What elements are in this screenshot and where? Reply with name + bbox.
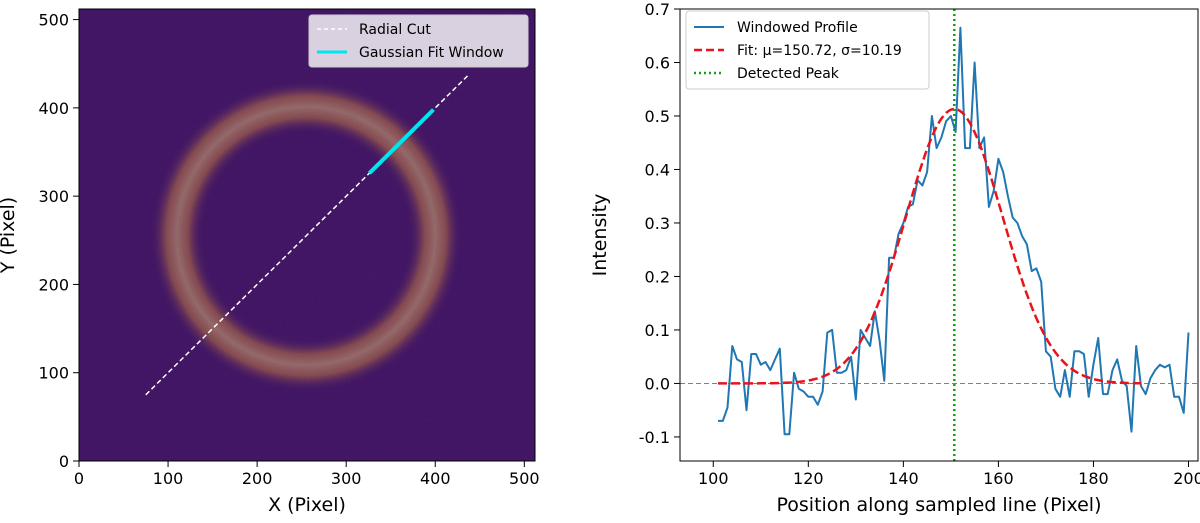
- legend-detected-peak-label: Detected Peak: [737, 66, 840, 82]
- right-x-ticks: 100 120 140 160 180 200: [698, 461, 1200, 488]
- left-y-ticks: 0 100 200 300 400 500: [38, 11, 79, 471]
- left-y-tick-label: 300: [38, 187, 69, 206]
- left-x-tick-label: 200: [242, 469, 273, 488]
- legend-fit-label: Fit: μ=150.72, σ=10.19: [737, 43, 902, 59]
- left-x-tick-label: 400: [420, 469, 451, 488]
- left-y-tick-label: 500: [38, 11, 69, 30]
- right-y-axis-label: Intensity: [589, 194, 611, 277]
- left-x-axis-label: X (Pixel): [268, 494, 346, 516]
- left-y-tick-label: 100: [38, 364, 69, 383]
- left-legend-box: [308, 14, 529, 68]
- right-y-tick-label: 0.2: [645, 267, 670, 286]
- right-y-tick-label: 0.1: [645, 321, 670, 340]
- left-y-tick-label: 400: [38, 99, 69, 118]
- ring-image-panel: 0 100 200 300 400 500 0 100 200 300 400 500 X (Pix…: [0, 8, 540, 516]
- right-y-ticks: -0.1 0.0 0.1 0.2 0.3 0.4 0.5 0.6 0.7: [639, 0, 680, 447]
- gaussian-fit-window-line: [367, 108, 435, 175]
- right-x-tick-label: 140: [888, 469, 919, 488]
- right-axes-frame: [679, 8, 1199, 462]
- right-x-axis-label: Position along sampled line (Pixel): [777, 494, 1102, 516]
- legend-windowed-profile-label: Windowed Profile: [737, 20, 858, 36]
- right-legend: Windowed Profile Fit: μ=150.72, σ=10.19 …: [685, 10, 930, 90]
- left-y-tick-label: 0: [59, 452, 69, 471]
- left-x-tick-label: 500: [509, 469, 540, 488]
- left-y-tick-label: 200: [38, 275, 69, 294]
- ring-image: [79, 9, 535, 461]
- gaussian-fit-curve: [718, 107, 1142, 385]
- left-legend: Radial Cut Gaussian Fit Window: [308, 14, 529, 68]
- right-x-tick-label: 160: [983, 469, 1014, 488]
- left-x-ticks: 0 100 200 300 400 500: [74, 461, 540, 488]
- right-legend-box: [685, 10, 930, 90]
- right-y-tick-label: 0.5: [645, 107, 670, 126]
- right-y-tick-label: 0.7: [645, 0, 670, 19]
- left-x-tick-label: 100: [153, 469, 184, 488]
- right-y-tick-label: 0.0: [645, 374, 670, 393]
- profile-plot-panel: 100 120 140 160 180 200 -0.1 0.0 0.1 0.2 0.3 0.4 0.…: [589, 0, 1200, 516]
- right-y-tick-label: 0.6: [645, 53, 670, 72]
- right-y-tick-label: 0.4: [645, 160, 670, 179]
- left-x-tick-label: 0: [74, 469, 84, 488]
- left-y-axis-label: Y (Pixel): [0, 197, 19, 274]
- right-x-tick-label: 120: [793, 469, 824, 488]
- profile-plot-area: [680, 9, 1198, 461]
- right-x-tick-label: 200: [1173, 469, 1200, 488]
- legend-radial-cut-label: Radial Cut: [359, 22, 431, 38]
- right-y-tick-label: 0.3: [645, 214, 670, 233]
- right-x-tick-label: 100: [698, 469, 729, 488]
- legend-fit-window-label: Gaussian Fit Window: [359, 45, 504, 61]
- left-axes-frame: [78, 8, 536, 462]
- right-x-tick-label: 180: [1078, 469, 1109, 488]
- right-y-tick-label: -0.1: [639, 428, 670, 447]
- left-x-tick-label: 300: [331, 469, 362, 488]
